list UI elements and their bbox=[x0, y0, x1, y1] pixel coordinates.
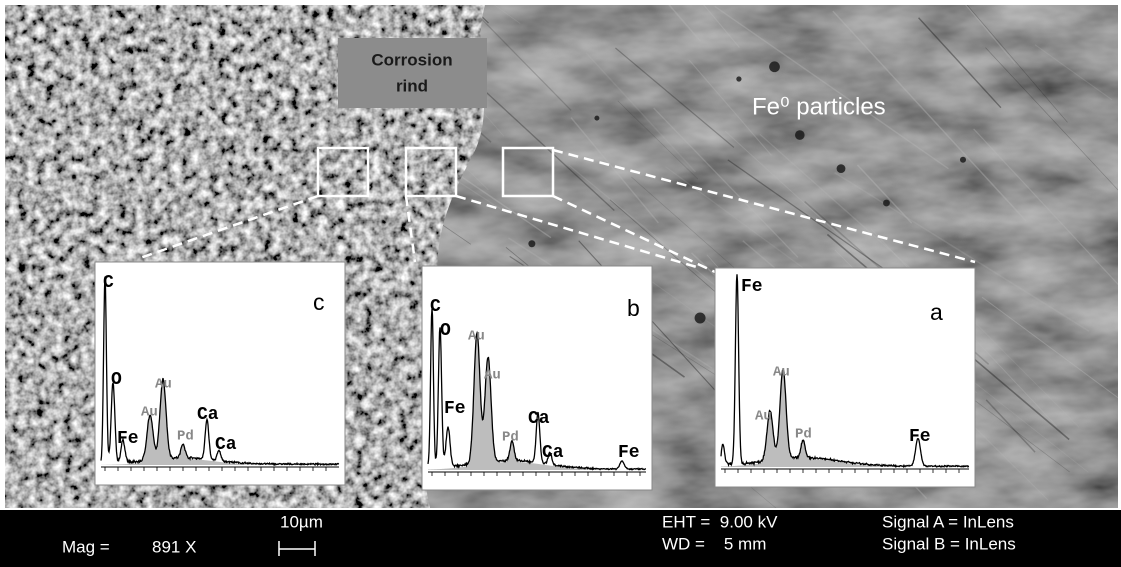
peak-label: C bbox=[430, 297, 441, 317]
peak-label: Au bbox=[755, 409, 772, 425]
corrosion-label-box bbox=[338, 38, 487, 108]
spectrum-inset: b CO Au Au Fe Pd Ca Ca Fe bbox=[422, 266, 652, 490]
wd: WD = 5 mm bbox=[662, 534, 766, 553]
sem-figure: Corrosion rind Fe⁰ particles cCOAuAuFePd… bbox=[0, 0, 1121, 567]
inset-letter: b bbox=[627, 295, 640, 321]
peak-label: Fe bbox=[117, 429, 139, 449]
pit bbox=[769, 61, 780, 72]
peak-label: Au bbox=[773, 365, 790, 381]
peak-label: O bbox=[440, 321, 451, 341]
info-bar: Mag = 891 X 10µm EHT = 9.00 kV WD = 5 mm… bbox=[0, 510, 1121, 567]
peak-label: C bbox=[103, 273, 114, 293]
peak-label: Ca bbox=[542, 443, 564, 463]
signal-a: Signal A = InLens bbox=[882, 512, 1014, 531]
pit bbox=[883, 200, 890, 207]
mag-value: 891 X bbox=[152, 537, 196, 556]
peak-label: Au bbox=[468, 329, 485, 345]
peak-label: Pd bbox=[502, 430, 519, 446]
peak-label: Fe bbox=[444, 399, 466, 419]
pit bbox=[837, 164, 846, 173]
inset-letter: c bbox=[313, 289, 325, 315]
pit bbox=[960, 157, 966, 163]
peak-label: Fe bbox=[909, 427, 931, 447]
eht: EHT = 9.00 kV bbox=[662, 512, 778, 531]
peak-label: Ca bbox=[215, 435, 237, 455]
corrosion-label: rind bbox=[396, 76, 428, 95]
inset-letter: a bbox=[930, 299, 943, 325]
mag-label: Mag = bbox=[62, 537, 110, 556]
peak-label: Fe bbox=[741, 277, 763, 297]
peak-label: Fe bbox=[618, 443, 640, 463]
peak-label: Ca bbox=[528, 409, 550, 429]
peak-label: O bbox=[111, 370, 122, 390]
signal-b: Signal B = InLens bbox=[882, 534, 1016, 553]
pit bbox=[736, 76, 741, 81]
scratch bbox=[1022, 0, 1095, 1]
pit bbox=[594, 116, 599, 121]
peak-label: Pd bbox=[795, 427, 812, 443]
peak-label: Au bbox=[141, 405, 158, 421]
peak-label: Ca bbox=[197, 405, 219, 425]
corrosion-label: Corrosion bbox=[371, 50, 452, 69]
peak-label: Pd bbox=[177, 429, 194, 445]
particles-label: Fe⁰ particles bbox=[752, 93, 886, 120]
scale-label: 10µm bbox=[280, 512, 323, 531]
peak-label: Au bbox=[484, 368, 501, 384]
pit bbox=[528, 240, 535, 247]
peak-label: Au bbox=[155, 377, 172, 393]
pit bbox=[795, 130, 805, 140]
spectrum-inset: a Fe Au Au Pd Fe bbox=[715, 268, 975, 487]
pit bbox=[695, 312, 706, 323]
